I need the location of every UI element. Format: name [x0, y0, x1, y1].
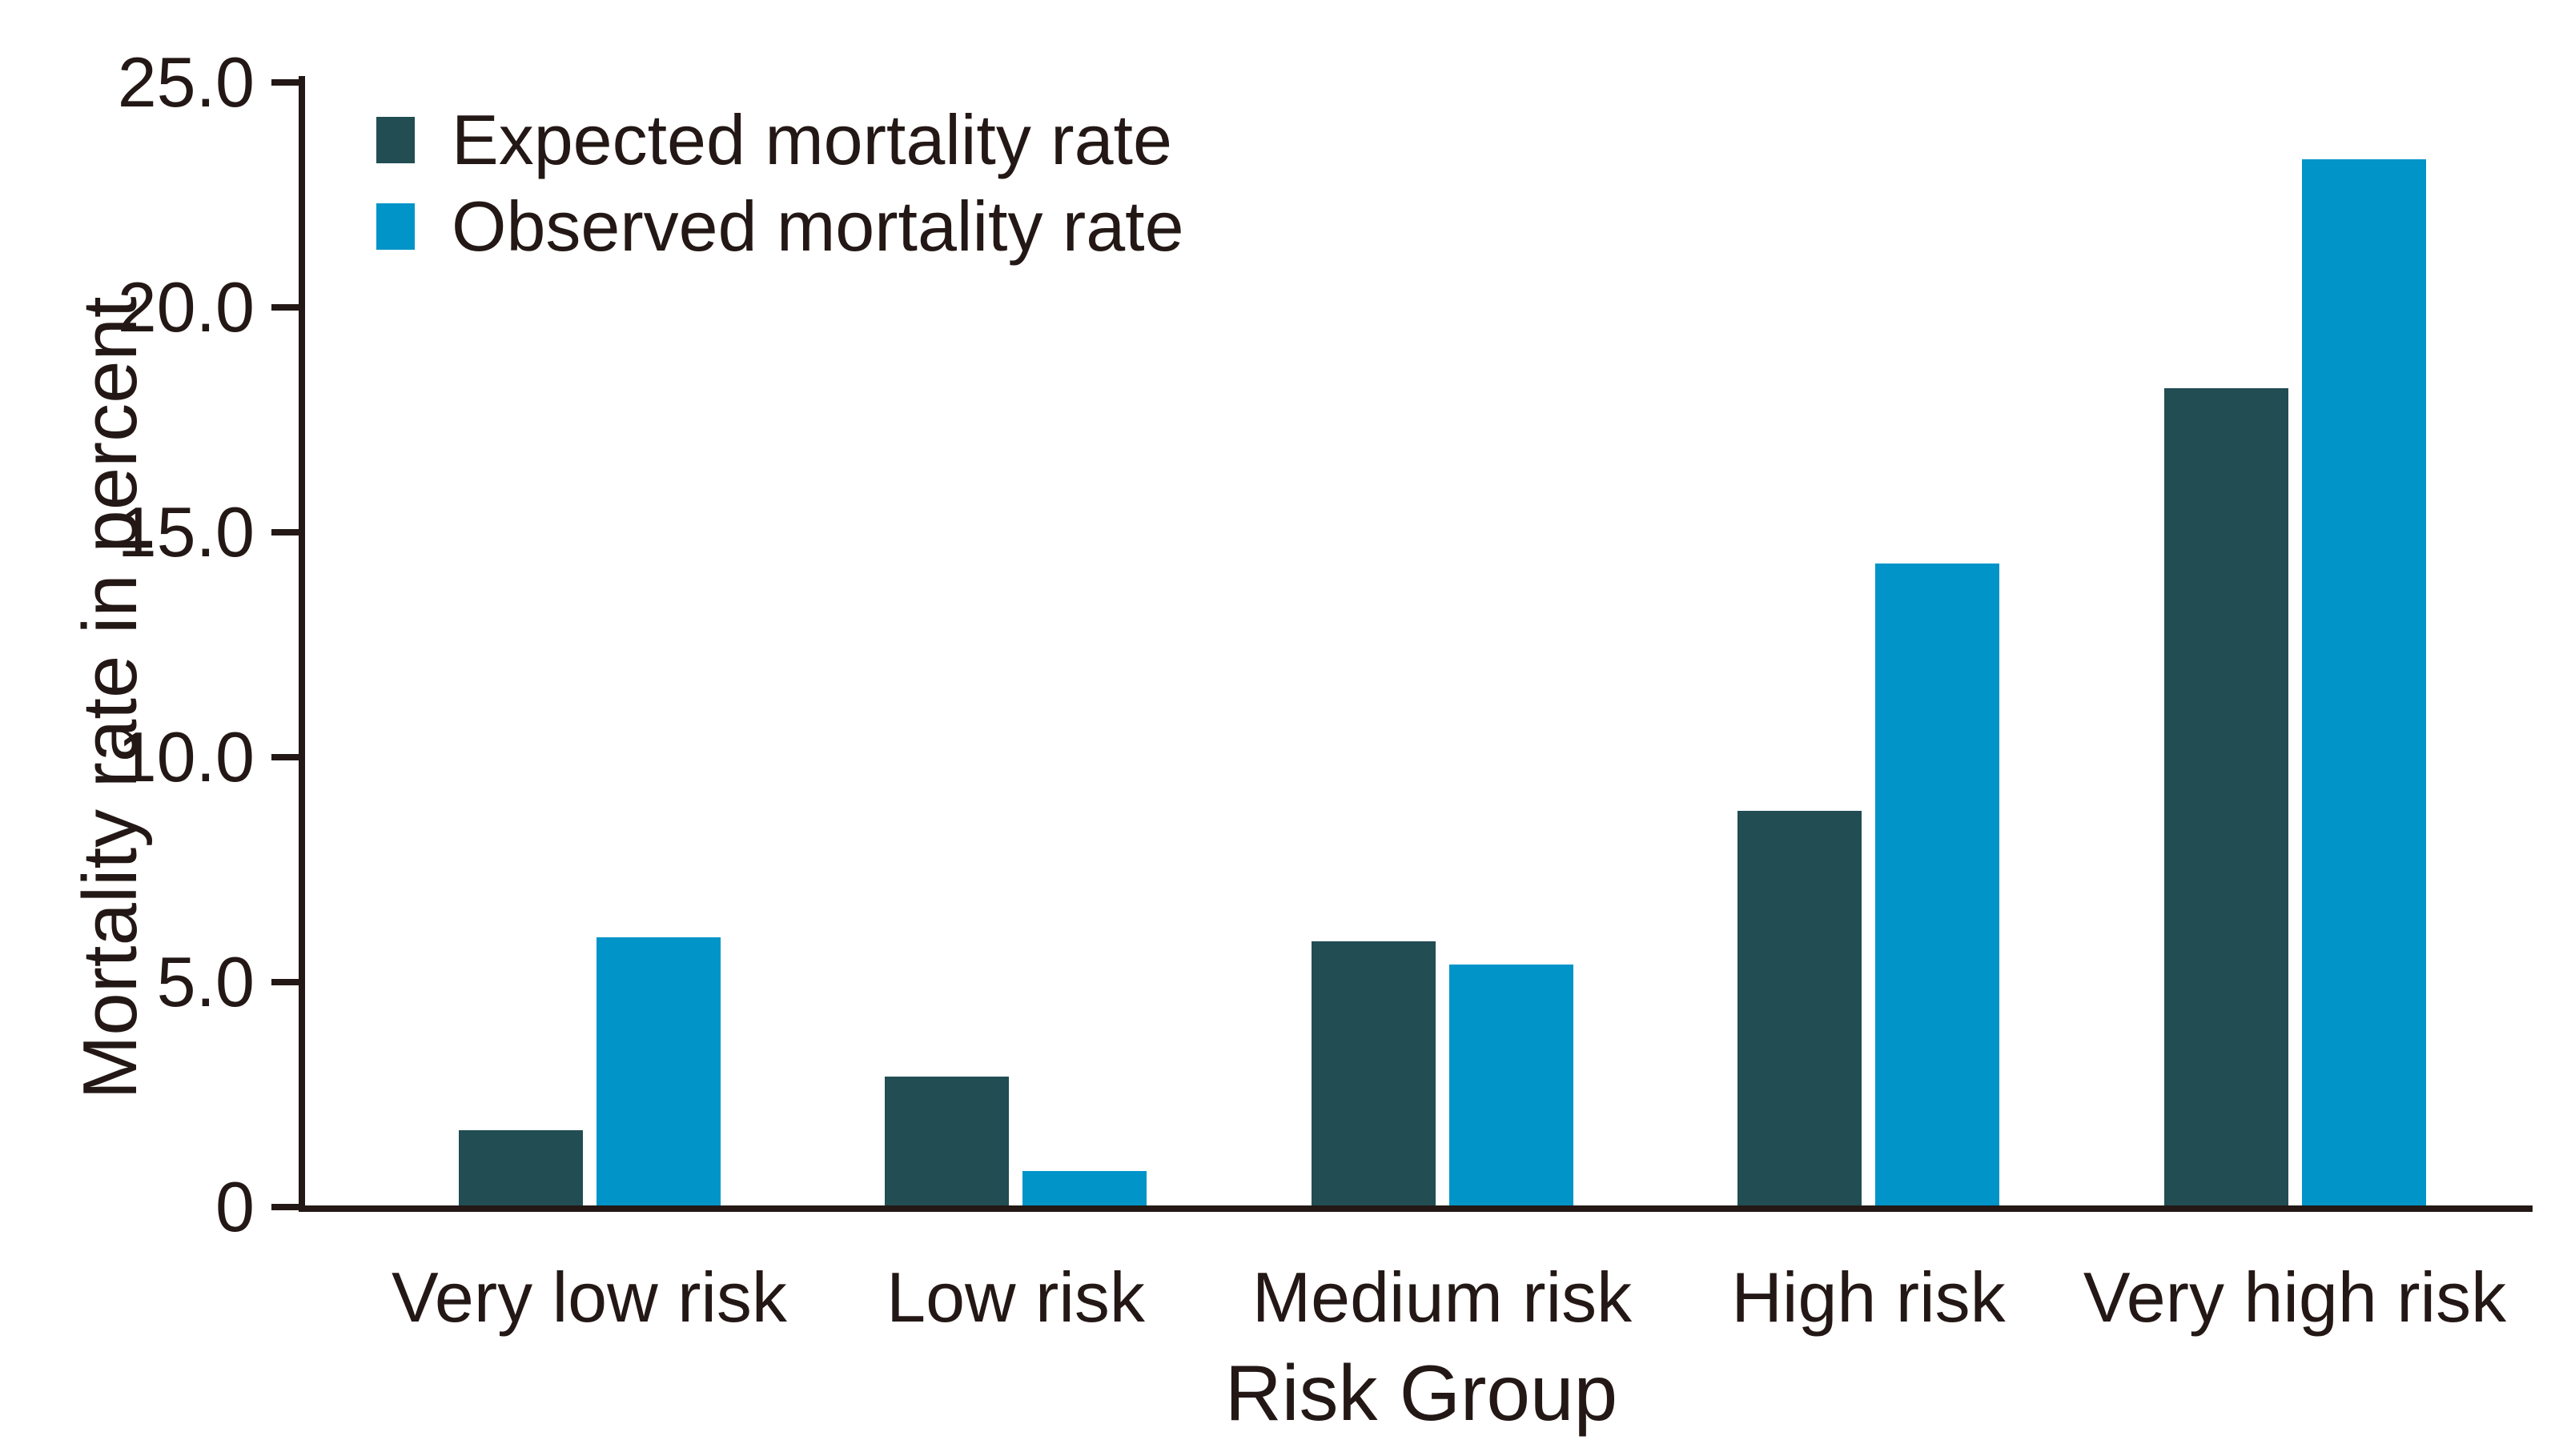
bar-observed-2	[1448, 964, 1573, 1209]
y-tick-mark	[271, 754, 299, 760]
bar-expected-2	[1311, 941, 1436, 1209]
bar-observed-1	[1022, 1171, 1147, 1209]
x-category-label: Very low risk	[392, 1257, 787, 1337]
x-category-label: Low risk	[886, 1257, 1145, 1337]
legend-label: Observed mortality rate	[452, 187, 1184, 266]
legend-label: Expected mortality rate	[452, 100, 1172, 179]
y-tick-label: 15.0	[117, 492, 255, 572]
y-tick-label: 25.0	[117, 42, 255, 122]
x-axis-title: Risk Group	[1224, 1349, 1618, 1437]
bar-observed-4	[2301, 158, 2426, 1209]
y-tick-mark	[271, 979, 299, 985]
y-tick-mark	[271, 79, 299, 86]
x-category-label: High risk	[1731, 1257, 2006, 1337]
y-tick-label: 5.0	[156, 942, 255, 1021]
y-axis-line	[299, 76, 305, 1212]
y-tick-mark	[271, 304, 299, 311]
x-category-label: Very high risk	[2083, 1257, 2507, 1337]
y-tick-label: 10.0	[117, 717, 255, 796]
y-tick-mark	[271, 529, 299, 535]
legend-swatch-expected-icon	[376, 117, 415, 163]
y-tick-label: 20.0	[117, 267, 255, 347]
bar-expected-4	[2163, 388, 2288, 1209]
y-tick-mark	[271, 1204, 299, 1210]
bar-expected-0	[458, 1130, 583, 1209]
x-axis-line	[299, 1205, 2533, 1212]
x-category-label: Medium risk	[1251, 1257, 1633, 1337]
y-tick-label: 0	[215, 1167, 255, 1246]
bar-expected-1	[885, 1077, 1009, 1209]
legend-item: Observed mortality rate	[376, 187, 1184, 266]
bar-observed-0	[596, 937, 721, 1209]
bar-expected-3	[1737, 811, 1862, 1209]
bar-observed-3	[1875, 564, 1999, 1209]
legend-item: Expected mortality rate	[376, 100, 1172, 179]
legend-swatch-observed-icon	[376, 203, 415, 250]
